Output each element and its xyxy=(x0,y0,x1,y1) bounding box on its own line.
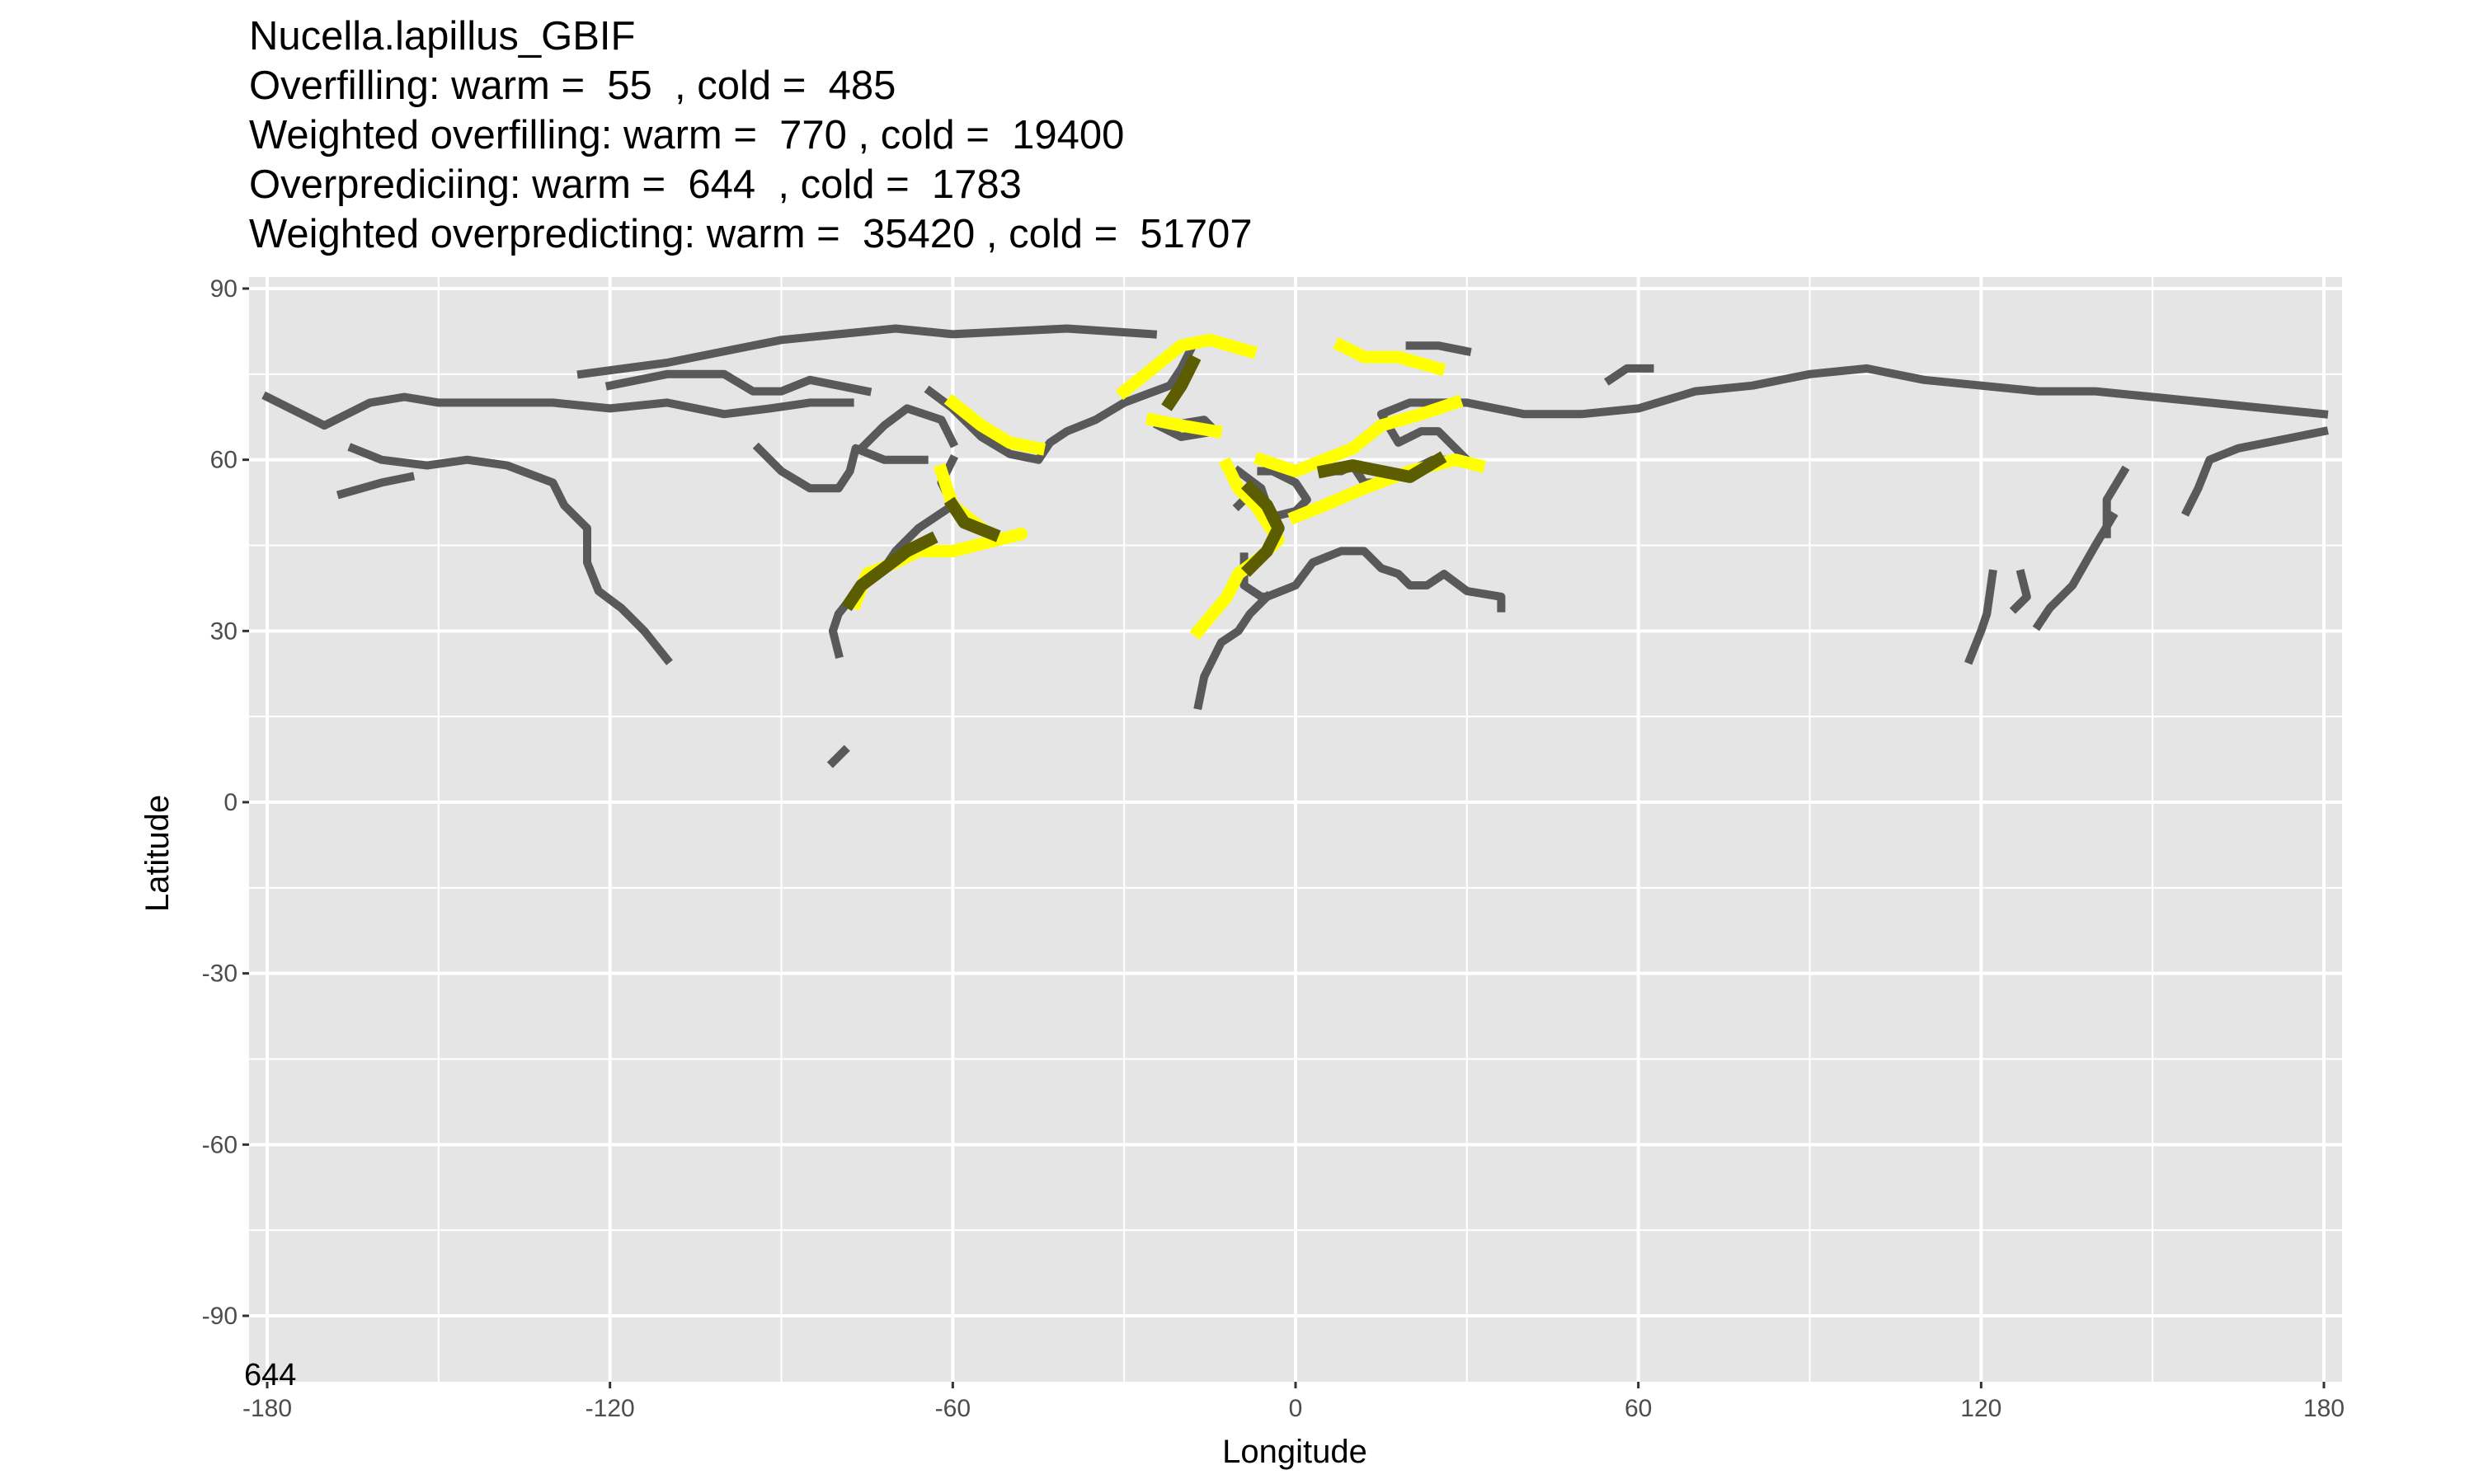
coastline-segment xyxy=(1405,341,1472,356)
overlap-segment xyxy=(841,531,938,612)
predicted-range-segment xyxy=(1333,337,1446,377)
coastline-segment xyxy=(1193,590,1273,711)
predicted-range-segment xyxy=(1115,333,1258,401)
title-overfilling: Overfilling: warm = 55 , cold = 485 xyxy=(249,63,896,108)
x-tick-label: 60 xyxy=(1625,1395,1652,1422)
coastline-segment xyxy=(752,442,929,493)
y-tick-label: -60 xyxy=(202,1131,238,1158)
coastline-segment xyxy=(2009,569,2031,614)
y-tick-label: 60 xyxy=(210,447,238,474)
coastline-segment xyxy=(604,369,872,397)
coastline-segment xyxy=(2032,511,2119,632)
corner-label: 644 xyxy=(244,1358,296,1392)
map-layers xyxy=(261,324,2329,768)
gridlines xyxy=(249,277,2342,1382)
coastline-segment xyxy=(1964,569,1997,665)
y-tick-label: -30 xyxy=(202,960,238,988)
overlap-segment xyxy=(1161,354,1202,411)
title-block: Nucella.lapillus_GBIF Overfilling: warm … xyxy=(249,12,1253,259)
predicted-range-segment xyxy=(1287,453,1486,525)
coastline-segment xyxy=(347,443,673,665)
title-weighted-overpredicting: Weighted overpredicting: warm = 35420 , … xyxy=(249,212,1253,256)
y-axis-title: Latitude xyxy=(139,795,176,912)
x-axis-title: Longitude xyxy=(1222,1434,1367,1470)
coastline-segment xyxy=(261,391,854,430)
x-tick-label: 0 xyxy=(1289,1395,1303,1422)
layer-overlap xyxy=(841,354,1447,612)
x-tick-label: -180 xyxy=(242,1395,292,1422)
y-tick-label: 0 xyxy=(223,789,238,816)
y-tick-label: 90 xyxy=(210,275,238,303)
x-tick-label: -120 xyxy=(586,1395,635,1422)
coastline-segment xyxy=(826,744,850,768)
x-tick-label: -60 xyxy=(935,1395,971,1422)
axes: -180 -120 -60 0 60 120 180 90 60 30 0 -30 -60 -90 xyxy=(202,275,2345,1422)
title-overpredicting: Overprediciing: warm = 644 , cold = 1783 xyxy=(249,162,1022,207)
coastline-segment xyxy=(2180,426,2329,517)
coastline-segment xyxy=(1604,364,1654,386)
overlap-segment xyxy=(1316,451,1447,483)
layer-coastline xyxy=(261,324,2329,768)
coastline-segment xyxy=(924,340,1199,464)
predicted-range-segment xyxy=(1145,412,1223,439)
predicted-range-segment xyxy=(943,393,1047,456)
title-species: Nucella.lapillus_GBIF xyxy=(249,14,636,59)
title-weighted-overfilling: Weighted overfilling: warm = 770 , cold … xyxy=(249,113,1125,157)
y-tick-label: 30 xyxy=(210,618,238,645)
coastline-segment xyxy=(336,472,416,500)
x-tick-label: 180 xyxy=(2303,1395,2345,1422)
coastline-segment xyxy=(576,324,1158,379)
predicted-range-segment xyxy=(1253,394,1464,477)
coastline-segment xyxy=(855,404,959,454)
overlap-segment xyxy=(943,496,1001,542)
x-tick-label: 120 xyxy=(1960,1395,2001,1422)
y-tick-label: -90 xyxy=(202,1303,238,1330)
overlap-segment xyxy=(1240,479,1285,577)
